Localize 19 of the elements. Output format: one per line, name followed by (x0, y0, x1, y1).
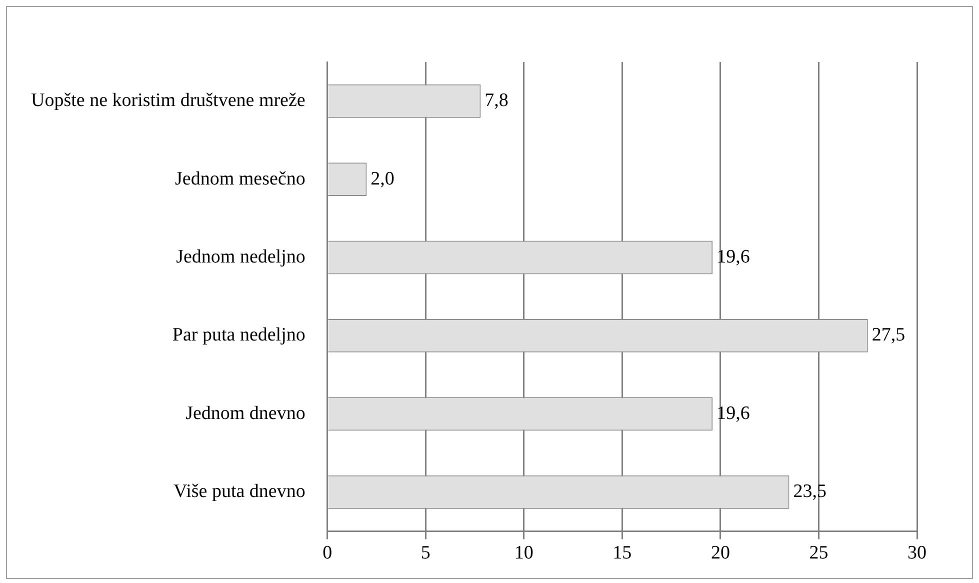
x-tick-label: 15 (612, 542, 632, 564)
x-tick-label: 0 (322, 542, 332, 564)
y-tick-label: Jednom dnevno (186, 402, 306, 424)
data-label: 2,0 (370, 168, 394, 190)
y-tick-label: Više puta dnevno (174, 481, 306, 502)
x-tick-label: 30 (908, 542, 926, 564)
y-tick-label: Jednom mesečno (175, 168, 306, 190)
data-label: 19,6 (716, 246, 750, 268)
data-label: 23,5 (793, 481, 826, 502)
x-tick-label: 25 (809, 542, 828, 564)
y-tick-label: Uopšte ne koristim društvene mreže (30, 90, 306, 112)
y-tick-label: Par puta nedeljno (172, 324, 306, 346)
data-label: 7,8 (484, 90, 508, 112)
data-label: 27,5 (872, 324, 906, 346)
x-tick-label: 10 (514, 542, 534, 564)
data-label: 19,6 (716, 402, 750, 424)
x-tick-label: 5 (420, 542, 430, 564)
y-tick-label: Jednom nedeljno (176, 246, 306, 268)
x-tick-label: 20 (710, 542, 730, 564)
